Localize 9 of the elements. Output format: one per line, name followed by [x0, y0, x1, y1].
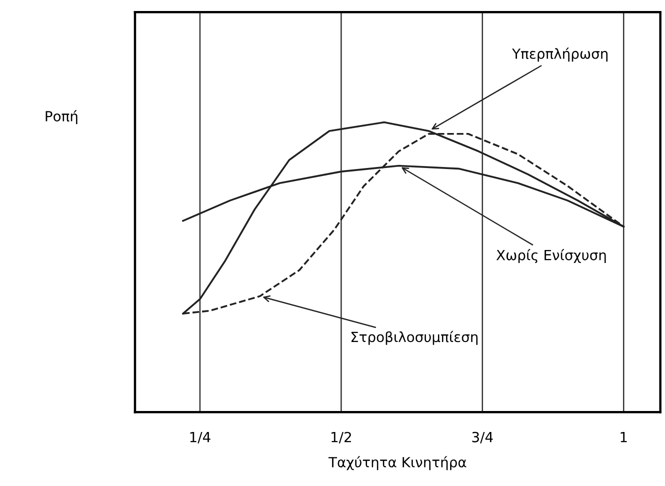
x-tick-label: 3/4 [472, 432, 493, 444]
x-axis-title: Ταχύτητα Κινητήρα [328, 456, 466, 470]
x-tick-label: 1 [620, 432, 627, 442]
annotation: Χωρίς Ενίσχυση [496, 249, 606, 264]
annotation: Στροβιλοσυμπίεση [351, 330, 478, 345]
x-tick-label: 1/4 [190, 432, 210, 444]
y-axis-title: Ροπή [46, 110, 78, 124]
x-tick-label: 1/2 [332, 432, 351, 444]
annotation: Υπερπλήρωση [512, 48, 608, 62]
